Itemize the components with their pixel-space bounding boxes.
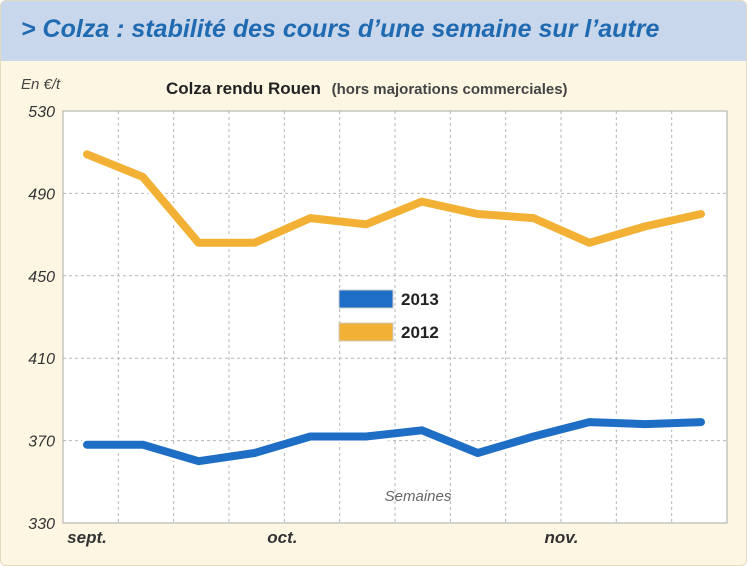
chart-title: Colza rendu Rouen (hors majorations comm… [166,79,568,98]
legend-swatch-2012 [338,322,394,342]
y-axis-unit: En €/t [21,76,61,93]
legend: 2013 2012 [338,289,439,342]
chart-subtitle: (hors majorations commerciales) [332,81,568,98]
legend-label-2012: 2012 [401,323,439,342]
headline-text: > Colza : stabilité des cours d’une sema… [21,15,660,43]
series-line-2012 [83,150,705,247]
grid [63,111,727,523]
y-tick-label: 490 [28,186,55,203]
series-line-2013 [83,418,705,466]
y-axis-ticks: 530 490 450 410 370 330 [28,104,55,533]
y-tick-label: 370 [28,434,55,451]
legend-label-2013: 2013 [401,290,439,309]
y-tick-label: 530 [28,104,55,121]
y-tick-label: 410 [28,351,55,368]
x-tick-label: sept. [67,528,107,547]
chart-title-main: Colza rendu Rouen [166,79,321,98]
y-tick-label: 450 [28,269,55,286]
headline-banner: > Colza : stabilité des cours d’une sema… [1,1,746,61]
x-axis-label: Semaines [385,488,452,505]
x-tick-label: oct. [267,528,297,547]
x-tick-label: nov. [544,528,578,547]
y-tick-label: 330 [28,516,55,533]
legend-swatch-2013 [338,289,394,309]
series-lines [80,147,708,468]
x-axis-ticks: sept. oct. nov. [67,528,578,547]
